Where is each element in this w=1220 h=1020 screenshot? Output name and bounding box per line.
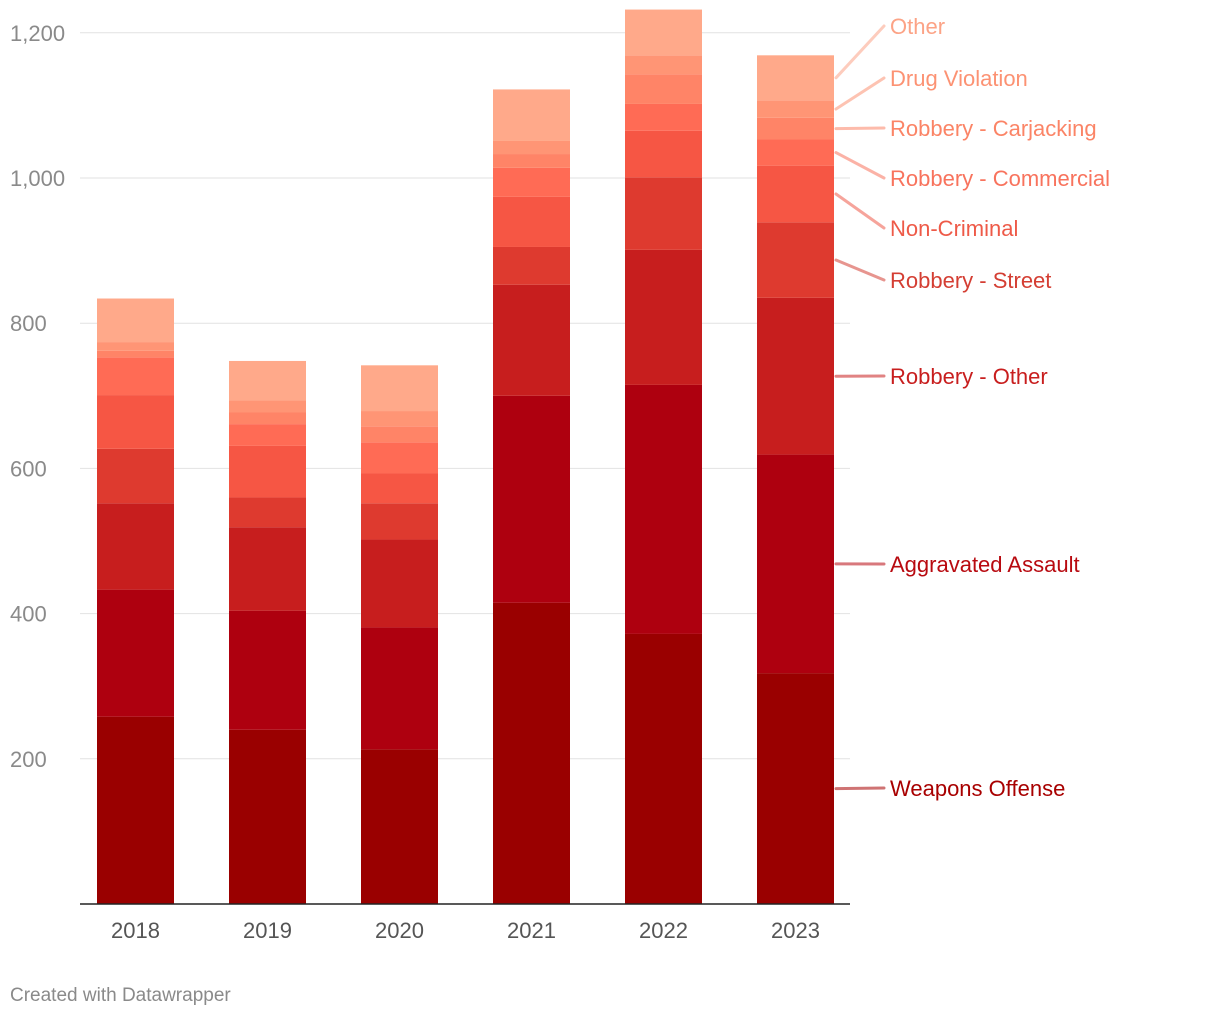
- bar-segment-2023-non-criminal: [757, 165, 834, 223]
- bar-segment-2018-drug-violation: [97, 342, 174, 351]
- bar-segment-2023-drug-violation: [757, 100, 834, 118]
- x-tick-label-2023: 2023: [771, 918, 820, 943]
- y-tick-label: 400: [10, 602, 47, 627]
- credit-text: Created with Datawrapper: [10, 985, 231, 1006]
- series-label-aggravated-assault: Aggravated Assault: [890, 552, 1080, 577]
- series-label-robbery-carjacking: Robbery - Carjacking: [890, 116, 1097, 141]
- bar-segment-2023-robbery-commercial: [757, 139, 834, 166]
- series-label-robbery-commercial: Robbery - Commercial: [890, 166, 1110, 191]
- gridlines: [80, 32, 850, 760]
- bar-segment-2023-weapons-offense: [757, 673, 834, 904]
- bar-segment-2018-other: [97, 298, 174, 343]
- bar-segment-2018-robbery-commercial: [97, 357, 174, 396]
- bar-segment-2022-robbery-street: [625, 177, 702, 250]
- bar-segment-2018-aggravated-assault: [97, 589, 174, 717]
- bar-segment-2021-robbery-commercial: [493, 167, 570, 197]
- bar-segment-2019-non-criminal: [229, 445, 306, 498]
- y-tick-label: 800: [10, 311, 47, 336]
- bar-segment-2020-non-criminal: [361, 473, 438, 504]
- label-connector: [834, 151, 886, 180]
- label-connector: [834, 786, 886, 791]
- bar-segment-2019-robbery-carjacking: [229, 412, 306, 425]
- series-label-robbery-other: Robbery - Other: [890, 364, 1048, 389]
- y-tick-label: 1,200: [10, 21, 65, 46]
- bar-segment-2022-robbery-other: [625, 249, 702, 385]
- y-tick-label: 200: [10, 747, 47, 772]
- x-tick-label-2018: 2018: [111, 918, 160, 943]
- x-tick-label-2020: 2020: [375, 918, 424, 943]
- label-connector: [834, 126, 886, 131]
- bar-segment-2019-drug-violation: [229, 400, 306, 413]
- bar-segment-2020-other: [361, 365, 438, 412]
- series-labels: Weapons Offense Aggravated Assault Robbery…: [834, 14, 1110, 801]
- series-label-robbery-street: Robbery - Street: [890, 268, 1051, 293]
- bar-segment-2022-robbery-carjacking: [625, 74, 702, 104]
- bar-segment-2021-other: [493, 89, 570, 141]
- bar-segment-2021-robbery-other: [493, 284, 570, 396]
- bar-segment-2020-robbery-other: [361, 539, 438, 628]
- bar-segment-2019-aggravated-assault: [229, 610, 306, 730]
- x-tick-label-2022: 2022: [639, 918, 688, 943]
- bar-segment-2019-robbery-commercial: [229, 424, 306, 446]
- bar-segment-2018-robbery-other: [97, 503, 174, 590]
- y-tick-label: 1,000: [10, 166, 65, 191]
- bar-segment-2021-weapons-offense: [493, 602, 570, 904]
- bar-segment-2022-non-criminal: [625, 130, 702, 178]
- bar-segment-2018-robbery-carjacking: [97, 350, 174, 358]
- bar-segment-2023-robbery-carjacking: [757, 117, 834, 140]
- bar-segment-2023-aggravated-assault: [757, 454, 834, 674]
- bar-segment-2018-weapons-offense: [97, 716, 174, 904]
- bar-segment-2023-robbery-street: [757, 222, 834, 298]
- series-label-weapons-offense: Weapons Offense: [890, 776, 1065, 801]
- bar-segment-2020-aggravated-assault: [361, 627, 438, 750]
- bar-segment-2019-robbery-street: [229, 497, 306, 528]
- bar-segment-2021-aggravated-assault: [493, 395, 570, 603]
- bar-segment-2020-drug-violation: [361, 411, 438, 427]
- bar-segment-2021-robbery-street: [493, 246, 570, 285]
- axes: 200 400 600 800 1,000 1,200 2018 2019 2020 2021 20…: [10, 21, 850, 943]
- bars: [97, 9, 834, 904]
- bar-segment-2019-weapons-offense: [229, 729, 306, 904]
- bar-segment-2022-drug-violation: [625, 55, 702, 75]
- series-label-non-criminal: Non-Criminal: [890, 216, 1018, 241]
- label-connector: [834, 192, 886, 230]
- bar-segment-2022-robbery-commercial: [625, 103, 702, 131]
- bar-segment-2023-robbery-other: [757, 297, 834, 455]
- series-label-drug-violation: Drug Violation: [890, 66, 1028, 91]
- bar-segment-2018-robbery-street: [97, 448, 174, 504]
- x-tick-label-2019: 2019: [243, 918, 292, 943]
- bar-segment-2023-other: [757, 55, 834, 101]
- bar-segment-2022-other: [625, 9, 702, 56]
- bar-segment-2021-drug-violation: [493, 140, 570, 155]
- bar-segment-2021-robbery-carjacking: [493, 154, 570, 168]
- x-tick-label-2021: 2021: [507, 918, 556, 943]
- y-tick-label: 600: [10, 456, 47, 481]
- bar-segment-2019-other: [229, 360, 306, 401]
- bar-segment-2018-non-criminal: [97, 395, 174, 449]
- bar-segment-2020-robbery-commercial: [361, 442, 438, 474]
- bar-segment-2022-aggravated-assault: [625, 384, 702, 634]
- bar-segment-2020-robbery-carjacking: [361, 426, 438, 443]
- bar-segment-2022-weapons-offense: [625, 633, 702, 904]
- bar-segment-2020-weapons-offense: [361, 749, 438, 904]
- bar-segment-2019-robbery-other: [229, 527, 306, 611]
- label-connector: [834, 76, 886, 111]
- bar-segment-2020-robbery-street: [361, 503, 438, 540]
- label-connector: [834, 258, 886, 282]
- label-connector: [834, 24, 886, 80]
- bar-segment-2021-non-criminal: [493, 196, 570, 247]
- series-label-other: Other: [890, 14, 945, 39]
